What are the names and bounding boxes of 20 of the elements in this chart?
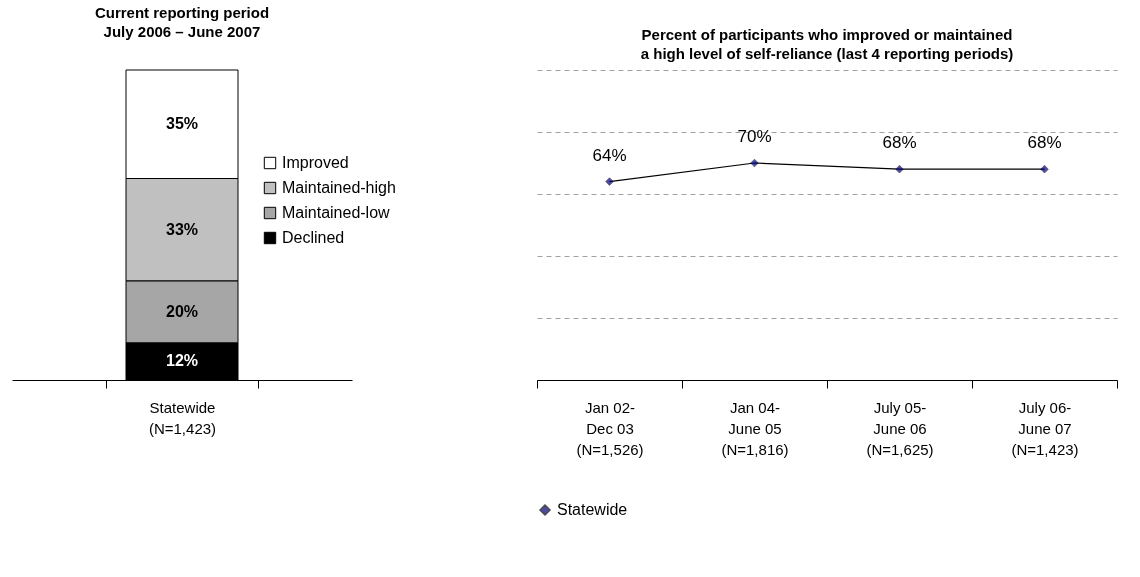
data-label: 20% bbox=[165, 302, 199, 320]
x-tick-label: Statewide (N=1,423) bbox=[148, 398, 217, 437]
data-label: 33% bbox=[165, 220, 199, 238]
data-label: 35% bbox=[165, 115, 199, 133]
x-tick-label: July 05- June 06 (N=1,625) bbox=[866, 398, 934, 458]
x-tick-label: Jan 04- June 05 (N=1,816) bbox=[721, 398, 789, 458]
data-label: 68% bbox=[882, 133, 917, 153]
data-label: 68% bbox=[1027, 133, 1062, 153]
legend-label: Maintained-low bbox=[282, 204, 391, 221]
data-label: 64% bbox=[592, 145, 627, 165]
legend-label: Statewide bbox=[557, 501, 628, 518]
data-label: 70% bbox=[737, 127, 772, 146]
x-tick-label: Jan 02- Dec 03 (N=1,526) bbox=[576, 398, 644, 458]
chart-title: Percent of participants who improved or maintained a high level of self-reliance (last 4 reporting periods) bbox=[640, 26, 1014, 62]
chart-title: Current reporting period July 2006 – June 2007 bbox=[94, 3, 270, 40]
legend-label: Maintained-high bbox=[282, 179, 396, 196]
legend-label: Improved bbox=[282, 154, 349, 171]
data-label: 12% bbox=[165, 352, 199, 370]
x-tick-label: July 06- June 07 (N=1,423) bbox=[1011, 398, 1079, 458]
legend-label: Declined bbox=[282, 229, 345, 246]
